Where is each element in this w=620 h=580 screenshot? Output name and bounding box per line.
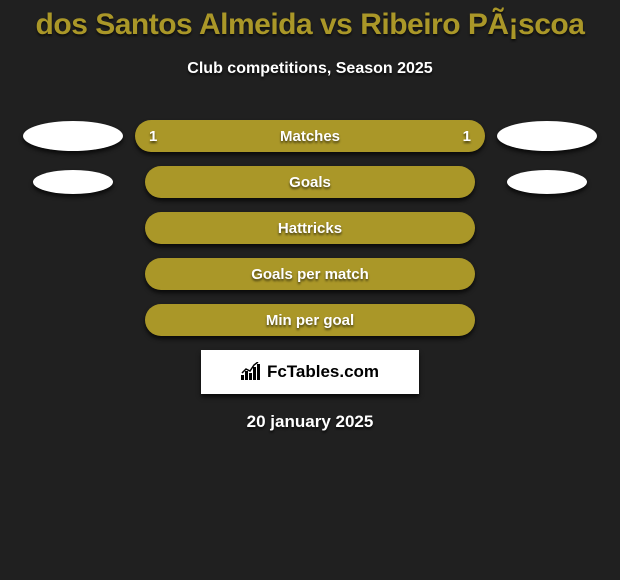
page-title: dos Santos Almeida vs Ribeiro PÃ¡scoa — [0, 0, 620, 42]
stats-rows: 1 Matches 1 Goals Hattricks Goals per ma… — [0, 120, 620, 336]
stat-row: Goals per match — [0, 258, 620, 290]
stat-bar: Min per goal — [145, 304, 475, 336]
logo: FcTables.com — [241, 362, 379, 382]
stat-bar: Goals per match — [145, 258, 475, 290]
date-text: 20 january 2025 — [0, 412, 620, 432]
right-ellipse — [497, 121, 597, 151]
stat-label: Matches — [135, 120, 485, 152]
stat-bar: 1 Matches 1 — [135, 120, 485, 152]
stat-label: Min per goal — [145, 304, 475, 336]
stat-bar: Hattricks — [145, 212, 475, 244]
bar-chart-icon — [241, 362, 263, 382]
page-subtitle: Club competitions, Season 2025 — [0, 60, 620, 78]
left-ellipse — [23, 121, 123, 151]
stat-label: Goals — [145, 166, 475, 198]
stat-row: Hattricks — [0, 212, 620, 244]
stat-right-value: 1 — [463, 120, 471, 152]
stat-label: Hattricks — [145, 212, 475, 244]
stat-label: Goals per match — [145, 258, 475, 290]
logo-text: FcTables.com — [267, 362, 379, 382]
stat-bar: Goals — [145, 166, 475, 198]
logo-box: FcTables.com — [201, 350, 419, 394]
left-ellipse — [33, 170, 113, 194]
stat-row: 1 Matches 1 — [0, 120, 620, 152]
stat-row: Min per goal — [0, 304, 620, 336]
stat-row: Goals — [0, 166, 620, 198]
right-ellipse — [507, 170, 587, 194]
